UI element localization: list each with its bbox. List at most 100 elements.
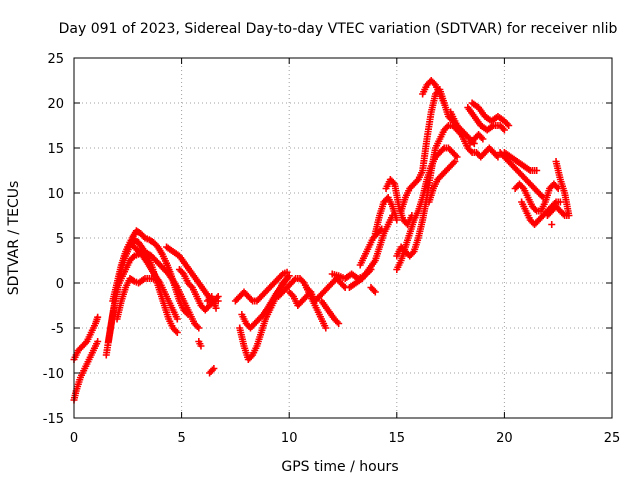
data-point <box>247 296 255 303</box>
data-point <box>413 177 421 185</box>
data-point <box>129 276 137 284</box>
series-track-35 <box>511 180 562 215</box>
x-tick-label: 0 <box>70 431 78 446</box>
series-track-5 <box>109 239 181 323</box>
series-track-10 <box>195 293 220 377</box>
y-tick-labels: -15 -10 -5 0 5 10 15 20 25 <box>43 52 64 427</box>
x-tick-labels: 0 5 10 15 20 25 <box>70 431 620 446</box>
data-point <box>503 120 511 128</box>
series-track-11 <box>231 268 291 305</box>
series-track-16 <box>302 275 349 305</box>
y-axis-label: SDTVAR / TECUs <box>6 181 22 296</box>
y-tick-label: 15 <box>47 142 64 157</box>
data-point <box>493 152 501 159</box>
series-track-13 <box>238 272 293 332</box>
data-point <box>389 179 397 186</box>
data-point <box>552 158 560 165</box>
x-tick-label: 25 <box>604 431 621 446</box>
series-track-34 <box>500 149 541 174</box>
data-point <box>187 282 195 290</box>
x-tick-label: 20 <box>496 431 513 446</box>
series-track-19 <box>345 212 396 291</box>
y-tick-label: 0 <box>56 277 64 292</box>
data-point <box>208 366 216 374</box>
data-point <box>451 158 459 165</box>
data-point <box>247 353 255 360</box>
data-point <box>409 249 417 257</box>
chart-title: Day 091 of 2023, Sidereal Day-to-day VTE… <box>59 21 618 37</box>
y-tick-label: -10 <box>43 367 64 382</box>
data-point <box>335 320 343 327</box>
x-tick-label: 5 <box>177 431 185 446</box>
series-track-32 <box>468 99 513 129</box>
y-tick-label: 20 <box>47 97 64 112</box>
data-point <box>452 152 460 159</box>
series-track-33 <box>496 149 547 201</box>
data-point <box>172 327 180 335</box>
data-point <box>322 324 330 332</box>
data-point <box>290 276 298 284</box>
series-track-22 <box>367 284 379 296</box>
data-point <box>393 216 401 224</box>
data-point <box>285 272 293 280</box>
data-point <box>193 323 201 330</box>
data-point <box>548 221 556 228</box>
data-point <box>370 287 378 294</box>
data-point <box>518 183 526 191</box>
data-point <box>129 254 137 261</box>
data-point <box>531 206 539 213</box>
data-point <box>467 147 475 155</box>
x-tick-label: 10 <box>281 431 298 446</box>
axis-ticks <box>73 57 613 419</box>
series-track-1 <box>70 313 102 363</box>
grid-lines <box>74 58 612 418</box>
series-track-2 <box>70 338 102 404</box>
data-point <box>479 135 487 143</box>
series-track-8 <box>163 243 222 305</box>
data-point <box>195 324 203 332</box>
data-point <box>81 339 89 347</box>
data-point <box>178 269 186 276</box>
series-track-25 <box>393 122 465 260</box>
series-track-30 <box>466 131 487 147</box>
series-track-7 <box>113 275 162 323</box>
data-point <box>477 134 485 141</box>
data-point <box>499 125 507 132</box>
series-track-21 <box>371 194 401 237</box>
series-track-6 <box>113 248 203 332</box>
data-point <box>140 233 148 240</box>
y-tick-label: 5 <box>56 232 64 247</box>
data-point <box>439 146 447 153</box>
x-tick-label: 15 <box>389 431 406 446</box>
series-track-17 <box>317 297 343 327</box>
data-point <box>533 167 541 174</box>
data-point <box>299 278 307 285</box>
series-track-31 <box>464 104 508 134</box>
data-point <box>305 287 313 294</box>
data-point <box>94 338 102 345</box>
data-point <box>154 276 162 284</box>
data-point <box>443 123 451 131</box>
data-point <box>500 126 508 134</box>
data-point <box>210 365 218 372</box>
data-point <box>277 272 285 279</box>
data-point <box>440 99 448 107</box>
data-point <box>214 293 222 300</box>
data-point <box>173 329 181 336</box>
data-point <box>288 291 296 299</box>
y-tick-label: -5 <box>51 322 64 337</box>
data-point <box>494 153 502 161</box>
data-point <box>430 80 438 87</box>
data-point <box>197 342 205 350</box>
data-point <box>333 318 341 326</box>
series-track-27 <box>419 77 448 107</box>
data-point <box>453 153 461 161</box>
data-point <box>173 315 181 323</box>
series-track-37 <box>543 158 573 228</box>
y-tick-label: 10 <box>47 187 64 202</box>
y-tick-label: -15 <box>43 412 64 427</box>
data-point <box>340 282 348 290</box>
x-axis-label: GPS time / hours <box>281 459 398 475</box>
data-point <box>371 288 379 296</box>
